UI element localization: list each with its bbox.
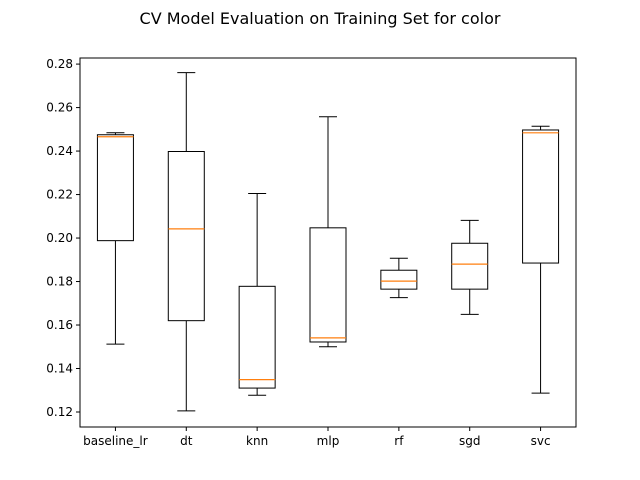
iqr-box: [167, 151, 205, 322]
box-baseline_lr: [96, 132, 134, 345]
x-tick-label: dt: [180, 434, 193, 448]
x-axis: baseline_lr dt knn mlp rf sgd svc: [83, 427, 551, 448]
iqr-box: [380, 269, 418, 290]
y-tick-label: 0.12: [46, 405, 73, 419]
y-tick-label: 0.26: [46, 101, 73, 115]
y-tick-label: 0.22: [46, 188, 73, 202]
iqr-box: [309, 227, 347, 343]
axes-frame: [79, 57, 577, 428]
x-tick-label: sgd: [459, 434, 481, 448]
y-tick-label: 0.28: [46, 57, 73, 71]
iqr-box: [96, 134, 134, 242]
iqr-box: [238, 285, 276, 389]
x-tick-label: svc: [531, 434, 551, 448]
boxes-group: [96, 72, 560, 412]
box-mlp: [309, 116, 347, 348]
box-rf: [380, 257, 418, 299]
y-tick-label: 0.18: [46, 275, 73, 289]
y-tick-label: 0.24: [46, 144, 73, 158]
box-sgd: [451, 219, 489, 315]
x-tick-label: mlp: [317, 434, 340, 448]
y-tick-label: 0.14: [46, 362, 73, 376]
iqr-box: [522, 129, 560, 264]
iqr-box: [451, 242, 489, 290]
box-dt: [167, 72, 205, 412]
chart-title: CV Model Evaluation on Training Set for …: [140, 9, 501, 28]
x-tick-label: knn: [246, 434, 268, 448]
y-tick-label: 0.20: [46, 231, 73, 245]
x-tick-label: rf: [394, 434, 404, 448]
x-tick-label: baseline_lr: [83, 434, 148, 448]
y-axis: 0.12 0.14 0.16 0.18 0.20 0.22 0.24 0.26 0.28: [46, 57, 80, 419]
y-tick-label: 0.16: [46, 318, 73, 332]
box-knn: [238, 192, 276, 396]
box-svc: [522, 125, 560, 394]
